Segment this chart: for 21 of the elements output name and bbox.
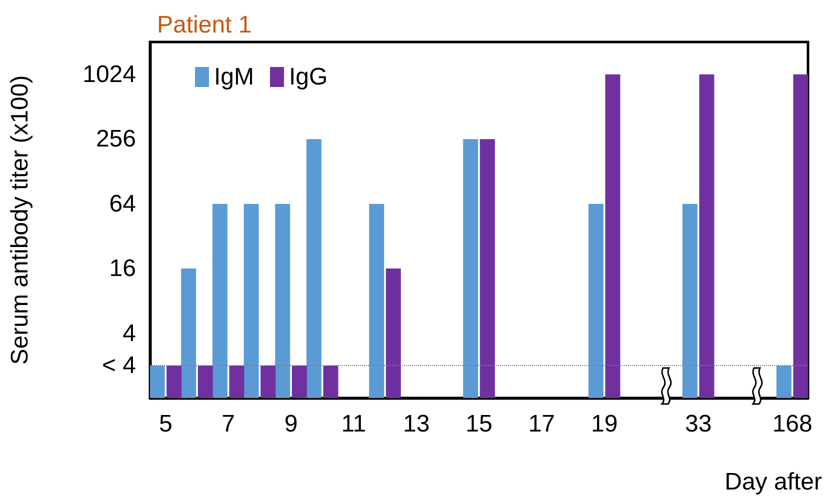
x-tick-label: 7 [222, 410, 236, 438]
y-tick-label: 1024 [82, 60, 136, 88]
y-tick-label: 4 [122, 320, 136, 347]
x-tick-label: 17 [528, 410, 556, 438]
x-tick-label: 33 [684, 410, 712, 438]
x-tick-label: 19 [590, 410, 618, 438]
x-tick-label: 13 [402, 410, 430, 438]
y-tick-label: < 4 [102, 352, 136, 380]
x-tick-label: 168 [772, 410, 812, 438]
x-tick-label: 15 [466, 410, 492, 438]
x-axis-title: Day after [724, 468, 822, 496]
y-tick-label: 64 [109, 190, 136, 218]
legend-label: IgM [214, 64, 254, 90]
chart-title: Patient 1 [157, 12, 252, 38]
legend-label: IgG [289, 64, 328, 90]
y-tick-label: 256 [96, 126, 136, 153]
y-axis-title: Serum antibody titer (x100) [6, 75, 34, 365]
x-tick-label: 9 [284, 410, 298, 438]
x-tick-label: 5 [158, 410, 172, 438]
x-tick-label: 11 [341, 410, 366, 438]
y-tick-label: 16 [109, 255, 136, 282]
